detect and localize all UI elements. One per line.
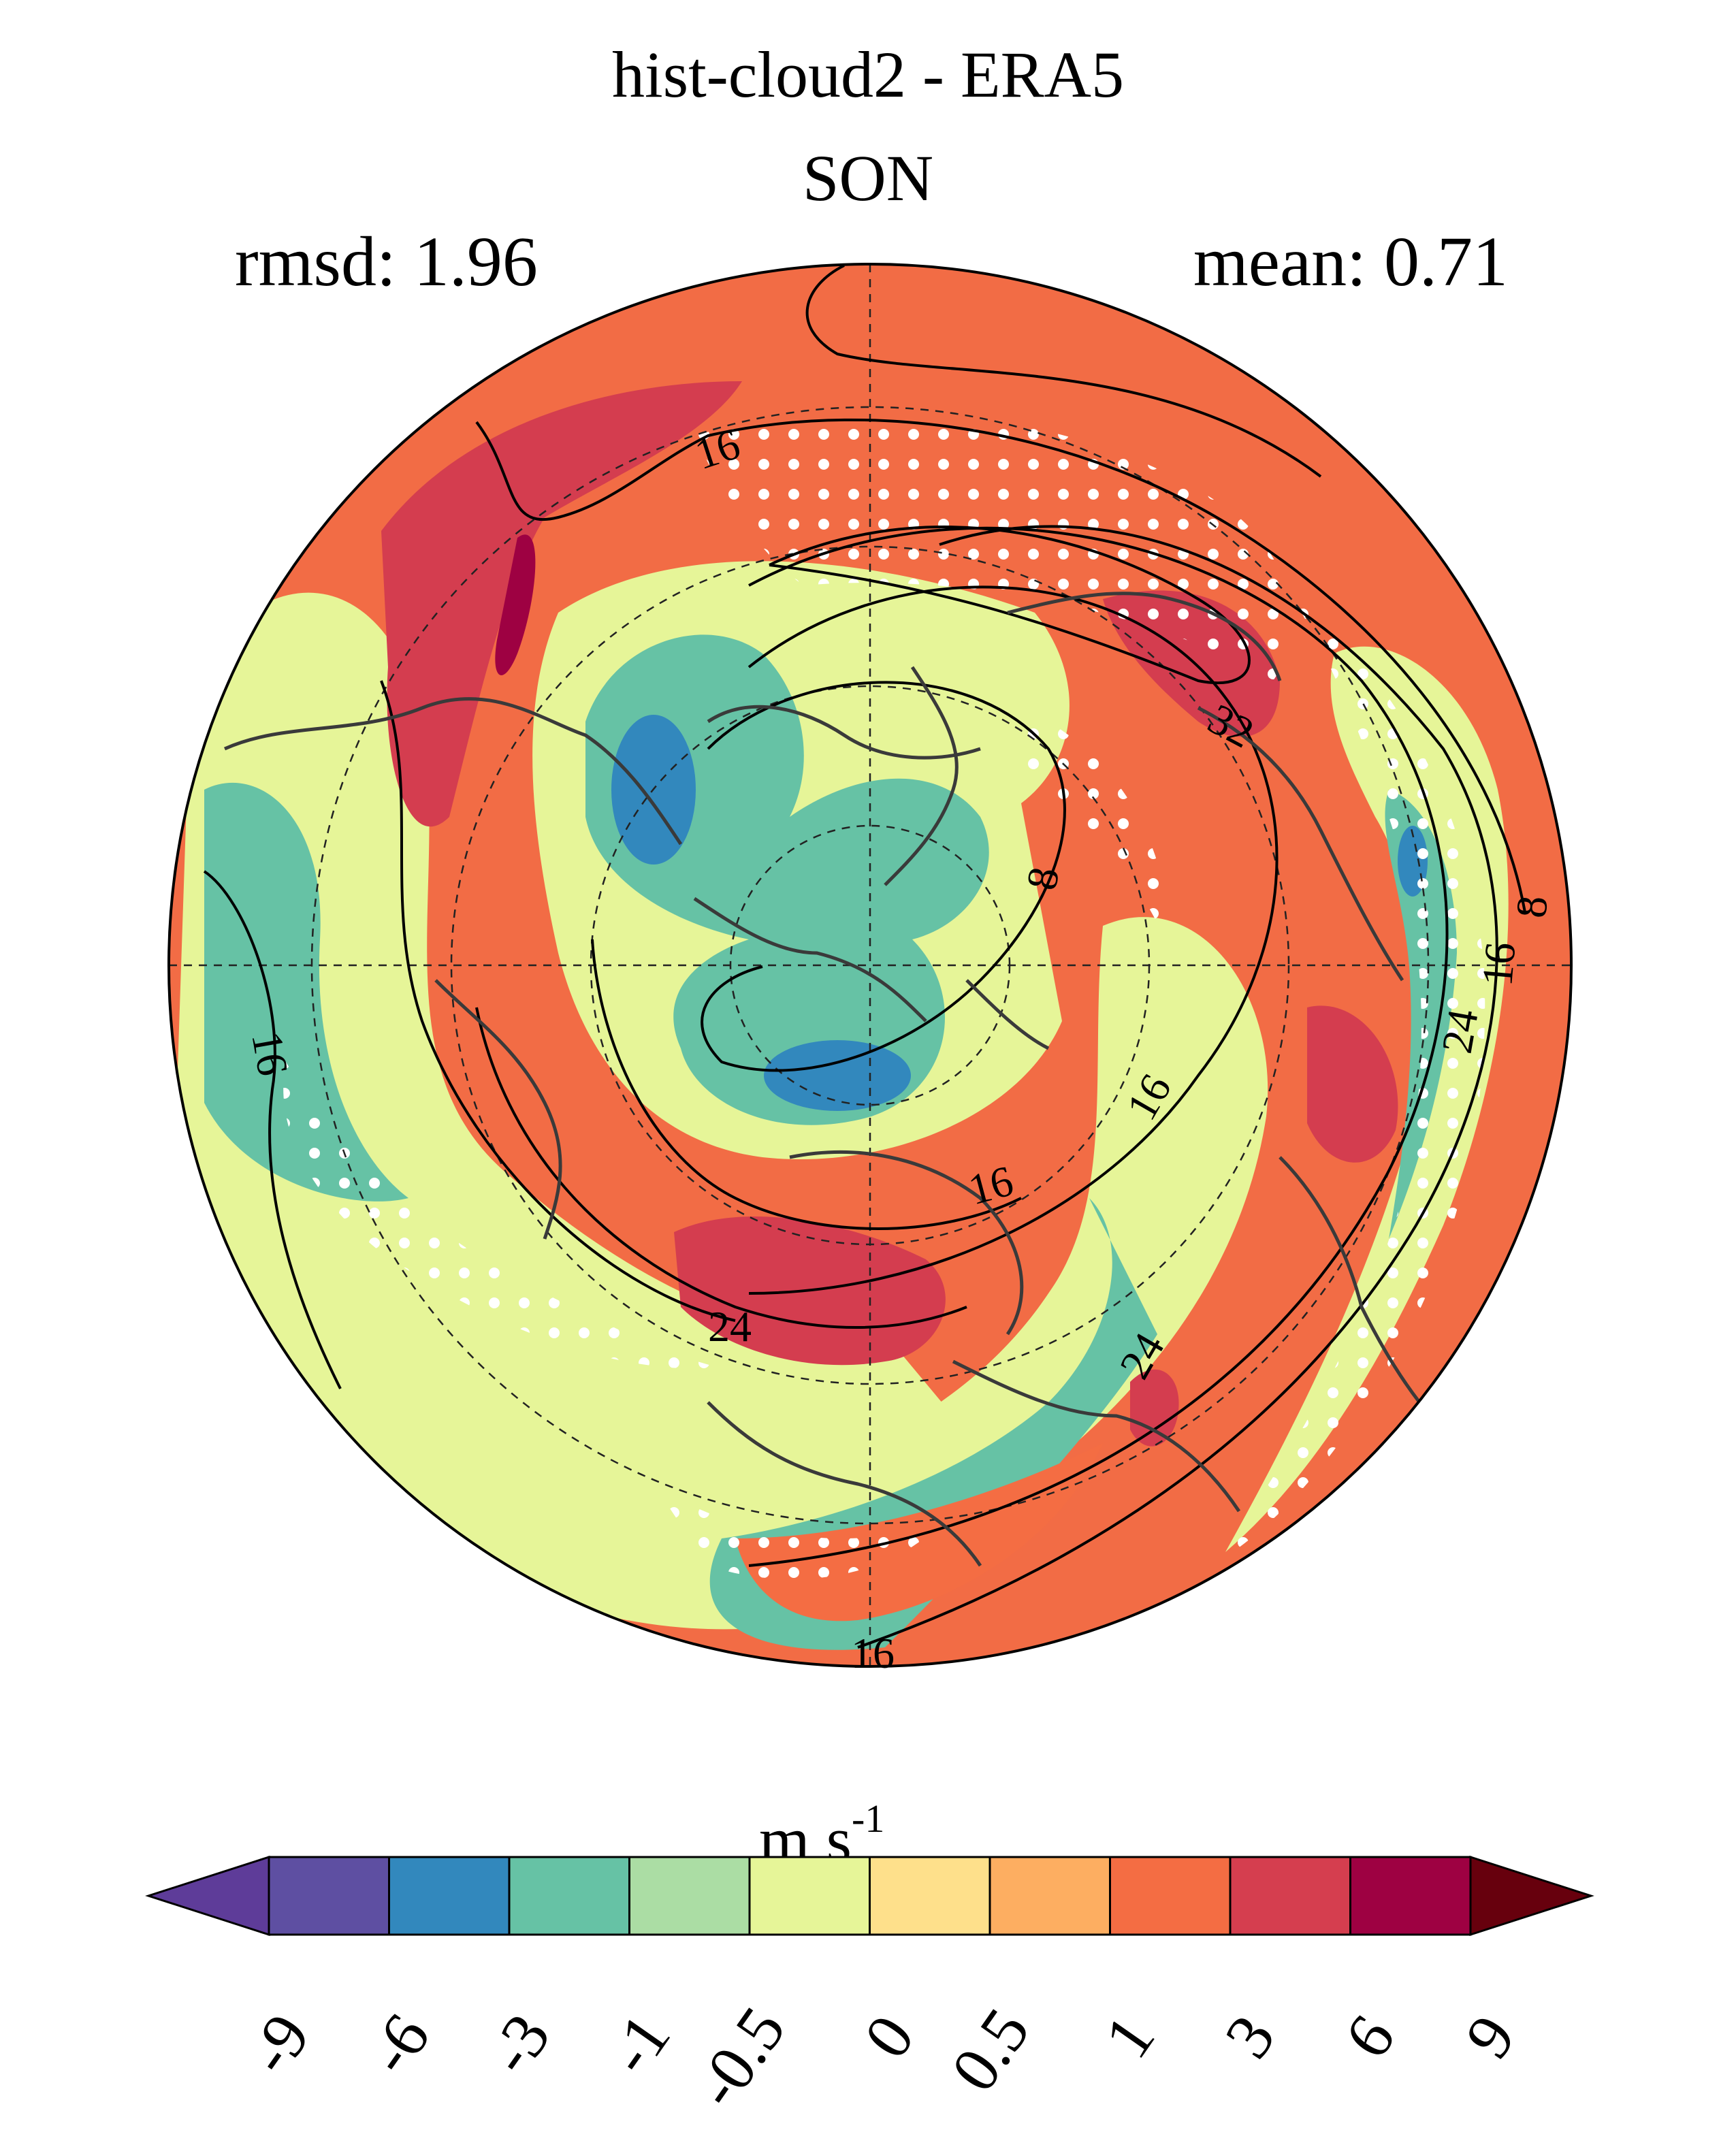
colorbar-segment	[869, 1856, 991, 1936]
red-patch-east	[1307, 1005, 1398, 1163]
season-label: SON	[802, 142, 934, 214]
contour-label: 24	[1432, 1005, 1488, 1056]
colorbar-segment	[628, 1856, 751, 1936]
map-border	[167, 263, 1573, 1668]
colorbar-tick-label: 6	[1330, 2002, 1409, 2071]
colorbar-segment	[1229, 1856, 1351, 1936]
contour-label: 24	[708, 1302, 752, 1351]
stipple-south	[654, 1484, 939, 1579]
colorbar-tick-label: -9	[232, 2001, 324, 2088]
figure-title: hist-cloud2 - ERA5	[612, 38, 1124, 111]
blue-patch-2	[764, 1040, 911, 1111]
darkred-patch	[495, 534, 536, 676]
contour-label: 16	[242, 1028, 298, 1079]
units-base: m s	[759, 1803, 852, 1876]
stipple-southwest	[283, 1062, 722, 1369]
colorbar-tick-label: 0.5	[937, 1995, 1044, 2104]
colorbar-segment	[1109, 1856, 1232, 1936]
colorbar-segment	[1349, 1856, 1472, 1936]
graticule	[169, 264, 1571, 1666]
colorbar-extend-low	[145, 1855, 270, 1937]
colorbar-tick-label: -1	[593, 2001, 684, 2088]
band-yellowgreen-west	[177, 592, 1021, 1630]
band-teal-west	[204, 782, 408, 1201]
contour-label: 16	[851, 1629, 895, 1677]
coastlines	[223, 592, 1445, 1567]
polar-map: 16 8 32 16 24 16 16 16 24 24 16 8	[167, 263, 1573, 1677]
contour-label: 16	[1473, 940, 1524, 988]
colorbar-units: m s-1	[759, 1785, 884, 1874]
stipple-north	[694, 411, 1292, 681]
contour-label: 8	[1507, 894, 1557, 920]
colorbar-segment	[388, 1856, 511, 1936]
colorbar-segment	[508, 1856, 630, 1936]
colorbar-extend-high	[1469, 1855, 1594, 1937]
mean-label: mean: 0.71	[1193, 223, 1508, 301]
units-exponent: -1	[852, 1796, 885, 1841]
colorbar-segment	[268, 1856, 390, 1936]
colorbar-segment	[988, 1856, 1111, 1936]
colorbar-tick-label: 3	[1210, 2002, 1289, 2071]
red-patch-southeast	[1130, 1369, 1179, 1447]
colorbar-tick-label: 1	[1090, 2002, 1169, 2071]
band-southeast-pale	[667, 917, 1268, 1564]
stipple-far-east	[1212, 599, 1485, 1566]
colorbar-tick-label: 0	[850, 2002, 929, 2071]
map-fill	[169, 264, 1571, 1666]
red-patch-northwest	[381, 381, 742, 827]
colorbar-tick-label: -0.5	[680, 1993, 800, 2120]
rmsd-label: rmsd: 1.96	[235, 223, 538, 301]
colorbar-tick-label: 9	[1450, 2002, 1530, 2071]
colorbar-tick-label: -3	[472, 2001, 564, 2088]
climatology-contours	[203, 264, 1526, 1649]
colorbar-tick-label: -6	[353, 2001, 444, 2088]
